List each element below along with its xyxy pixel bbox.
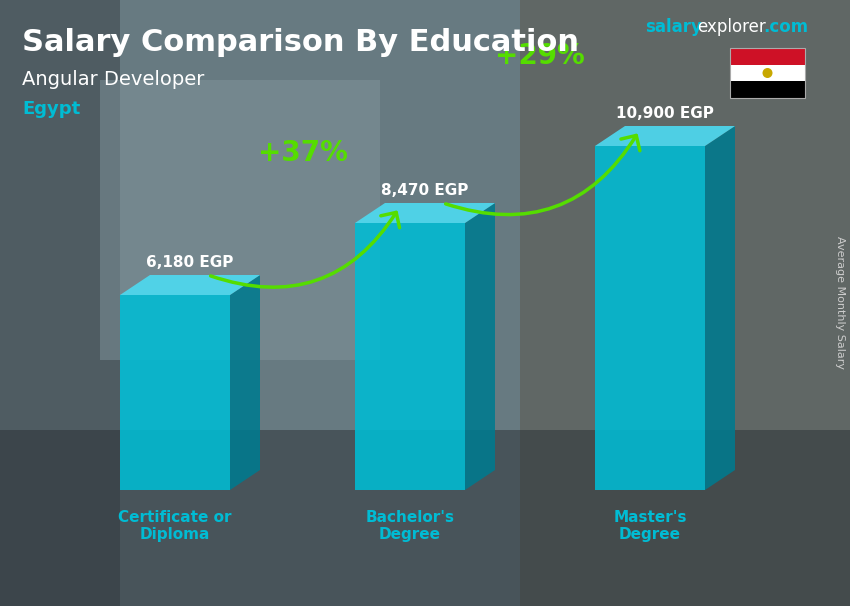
Polygon shape	[595, 126, 735, 146]
Text: Bachelor's
Degree: Bachelor's Degree	[366, 510, 455, 542]
Bar	[730, 48, 805, 65]
Circle shape	[762, 68, 773, 78]
Polygon shape	[355, 203, 495, 223]
Polygon shape	[595, 146, 705, 490]
Polygon shape	[230, 275, 260, 490]
Bar	[730, 81, 805, 98]
Polygon shape	[120, 295, 230, 490]
Text: 10,900 EGP: 10,900 EGP	[616, 106, 714, 121]
Text: Certificate or
Diploma: Certificate or Diploma	[118, 510, 232, 542]
FancyArrowPatch shape	[445, 136, 640, 215]
Bar	[100, 80, 380, 360]
Text: Average Monthly Salary: Average Monthly Salary	[835, 236, 845, 370]
Text: .com: .com	[763, 18, 808, 36]
Text: salary: salary	[645, 18, 702, 36]
Text: 8,470 EGP: 8,470 EGP	[382, 183, 468, 198]
Bar	[0, 0, 120, 606]
Text: Egypt: Egypt	[22, 100, 80, 118]
FancyArrowPatch shape	[211, 213, 400, 287]
Text: explorer: explorer	[697, 18, 766, 36]
Bar	[0, 430, 850, 606]
Text: 6,180 EGP: 6,180 EGP	[146, 255, 234, 270]
Text: +37%: +37%	[258, 139, 348, 167]
Polygon shape	[120, 275, 260, 295]
Text: +29%: +29%	[495, 42, 585, 70]
Bar	[730, 48, 805, 98]
Polygon shape	[355, 223, 465, 490]
Polygon shape	[705, 126, 735, 490]
Polygon shape	[465, 203, 495, 490]
Text: Angular Developer: Angular Developer	[22, 70, 204, 89]
Text: Master's
Degree: Master's Degree	[613, 510, 687, 542]
Bar	[730, 65, 805, 81]
Text: Salary Comparison By Education: Salary Comparison By Education	[22, 28, 579, 57]
Bar	[520, 0, 850, 606]
